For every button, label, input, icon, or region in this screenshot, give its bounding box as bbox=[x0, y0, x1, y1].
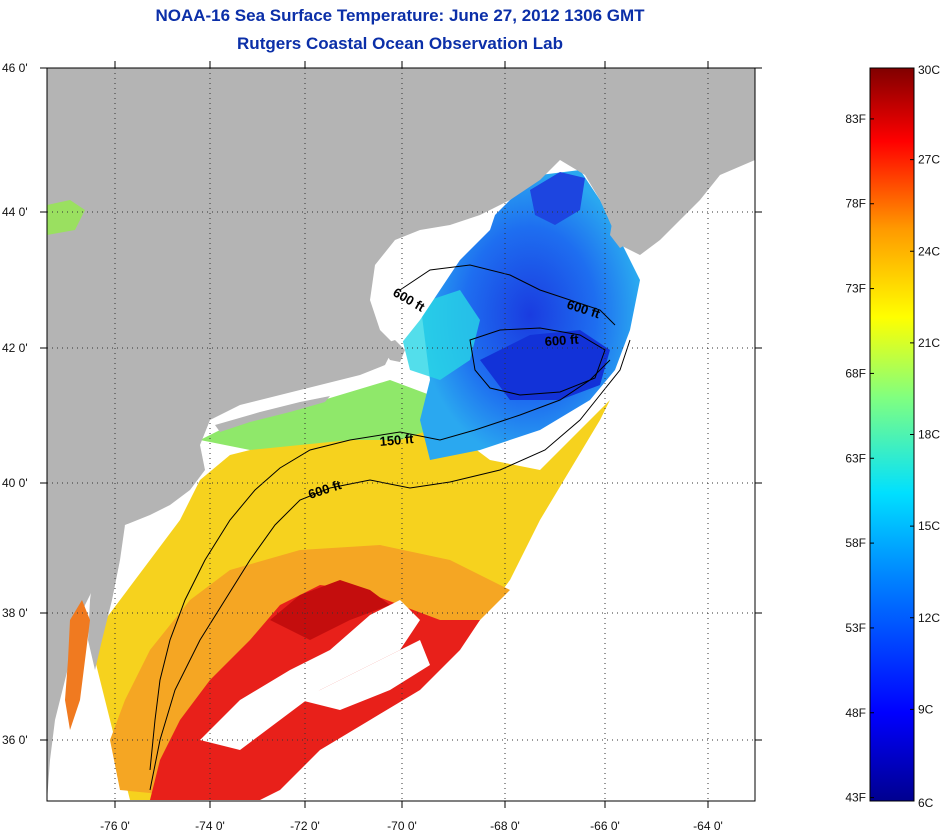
colorbar-label-celsius: 18C bbox=[918, 428, 940, 442]
lon-label-68: -68 0' bbox=[490, 819, 520, 833]
isobath-600-shelf bbox=[149, 339, 631, 791]
lake-erie-green bbox=[47, 200, 85, 235]
deep-blue-north bbox=[530, 172, 585, 225]
colorbar-label-celsius: 27C bbox=[918, 153, 940, 167]
coastal-green bbox=[200, 380, 430, 450]
colorbar-label-fahrenheit: 48F bbox=[845, 706, 866, 720]
colorbar-label-fahrenheit: 63F bbox=[845, 451, 866, 465]
colorbar-labels: 30C 27C 24C 21C 18C 15C 12C 9C 6C 83F 78F 73F 68F 63F… bbox=[845, 63, 940, 810]
lat-label-44: 44 0' bbox=[2, 205, 28, 219]
colorbar-label-fahrenheit: 83F bbox=[845, 112, 866, 126]
lon-label-72: -72 0' bbox=[290, 819, 320, 833]
lat-label-36: 36 0' bbox=[2, 733, 28, 747]
colorbar-label-fahrenheit: 68F bbox=[845, 366, 866, 380]
lat-label-38: 38 0' bbox=[2, 606, 28, 620]
chesapeake bbox=[65, 600, 90, 730]
isobath-150 bbox=[149, 359, 611, 771]
colorbar-label-fahrenheit: 43F bbox=[845, 791, 866, 805]
map-subtitle: Rutgers Coastal Ocean Observation Lab bbox=[237, 34, 563, 53]
map-title: NOAA-16 Sea Surface Temperature: June 27… bbox=[155, 6, 645, 25]
gulf-stream-core bbox=[270, 580, 390, 640]
colorbar-ticks bbox=[870, 67, 914, 802]
lon-label-74: -74 0' bbox=[195, 819, 225, 833]
land-long-island bbox=[215, 396, 330, 432]
lon-label-66: -66 0' bbox=[590, 819, 620, 833]
colorbar-label-fahrenheit: 73F bbox=[845, 282, 866, 296]
colorbar-label-celsius: 6C bbox=[918, 796, 934, 810]
lon-label-70: -70 0' bbox=[387, 819, 417, 833]
land-cape-cod bbox=[380, 340, 405, 362]
contour-label-600-georges: 600 ft bbox=[544, 332, 580, 349]
lat-label-40: 40 0' bbox=[2, 476, 28, 490]
land-delmarva bbox=[88, 525, 125, 670]
colorbar-label-celsius: 21C bbox=[918, 336, 940, 350]
colorbar-label-celsius: 12C bbox=[918, 611, 940, 625]
contour-label-150: 150 ft bbox=[379, 431, 415, 449]
cloud-south bbox=[200, 600, 420, 750]
colorbar-label-fahrenheit: 53F bbox=[845, 621, 866, 635]
colorbar-label-celsius: 24C bbox=[918, 244, 940, 258]
colorbar-label-celsius: 15C bbox=[918, 519, 940, 533]
colorbar-label-celsius: 9C bbox=[918, 702, 934, 716]
graticule bbox=[47, 68, 755, 801]
lon-label-64: -64 0' bbox=[693, 819, 723, 833]
colorbar-label-fahrenheit: 58F bbox=[845, 536, 866, 550]
cloud-south-2 bbox=[300, 640, 430, 710]
colorbar-label-celsius: 30C bbox=[918, 63, 940, 77]
map-content: 600 ft 600 ft 600 ft 150 ft 600 ft bbox=[47, 68, 755, 801]
colorbar bbox=[869, 67, 915, 802]
land-mainland bbox=[47, 68, 755, 801]
lon-label-76: -76 0' bbox=[100, 819, 130, 833]
isobath-600-maine bbox=[399, 264, 616, 326]
land-nova-scotia bbox=[610, 70, 755, 248]
isobaths bbox=[149, 264, 631, 791]
lat-label-46: 46 0' bbox=[2, 61, 28, 75]
isobath-600-gulf bbox=[469, 327, 606, 396]
colorbar-label-fahrenheit: 78F bbox=[845, 197, 866, 211]
lat-label-42: 42 0' bbox=[2, 341, 28, 355]
tick-marks bbox=[40, 61, 762, 808]
